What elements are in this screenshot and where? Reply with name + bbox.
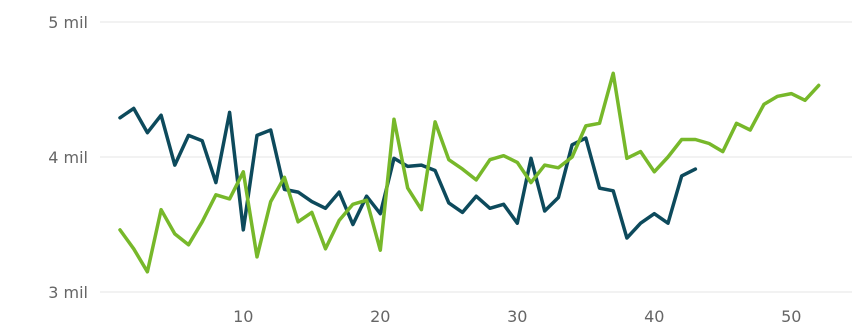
- x-tick-label: 40: [644, 307, 664, 326]
- x-axis-tick-labels: 10 20 30 40 50: [233, 307, 801, 326]
- series-line-2: [118, 71, 821, 274]
- grid-layer: [100, 21, 852, 293]
- x-tick-label: 30: [507, 307, 527, 326]
- x-tick-label: 10: [233, 307, 253, 326]
- series-layer: [118, 71, 821, 274]
- y-tick-label: 4 mil: [48, 148, 88, 167]
- y-axis-tick-labels: 3 mil 4 mil 5 mil: [48, 13, 88, 302]
- series-line-1: [118, 106, 698, 240]
- x-tick-label: 50: [781, 307, 801, 326]
- x-tick-label: 20: [370, 307, 390, 326]
- y-tick-label: 5 mil: [48, 13, 88, 32]
- y-tick-label: 3 mil: [48, 283, 88, 302]
